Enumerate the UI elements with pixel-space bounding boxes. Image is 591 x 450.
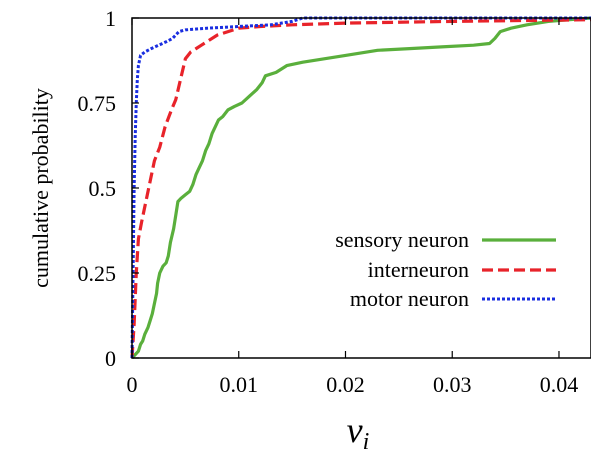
y-axis-title: cumulative probability [28,88,53,288]
y-tick-label: 0.75 [78,91,117,116]
y-tick-label: 1 [105,6,116,31]
x-tick-label: 0 [127,372,138,397]
x-tick-label: 0.02 [326,372,365,397]
y-tick-label: 0 [105,346,116,371]
x-tick-label: 0.04 [540,372,579,397]
series-line-sensory-neuron [130,16,591,360]
x-axis-title-main: v [347,410,363,450]
legend-label-sensory-neuron: sensory neuron [335,227,469,252]
series-layer [130,16,591,360]
x-axis-title-subscript: i [363,429,370,450]
tick-labels: 0 0.01 0.02 0.03 0.04 0 0.25 0.5 0.75 1 [78,6,579,397]
series-line-motor-neuron [130,16,591,359]
ticks-layer [131,17,560,359]
x-axis-title: vi [347,410,370,450]
x-tick-label: 0.01 [219,372,258,397]
y-tick-label: 0.25 [78,261,117,286]
x-tick-label: 0.03 [433,372,472,397]
legend-label-interneuron: interneuron [368,257,469,282]
y-tick-label: 0.5 [89,176,117,201]
legend: sensory neuron interneuron motor neuron [335,227,556,311]
legend-label-motor-neuron: motor neuron [350,286,469,311]
series-line-interneuron [130,18,591,359]
